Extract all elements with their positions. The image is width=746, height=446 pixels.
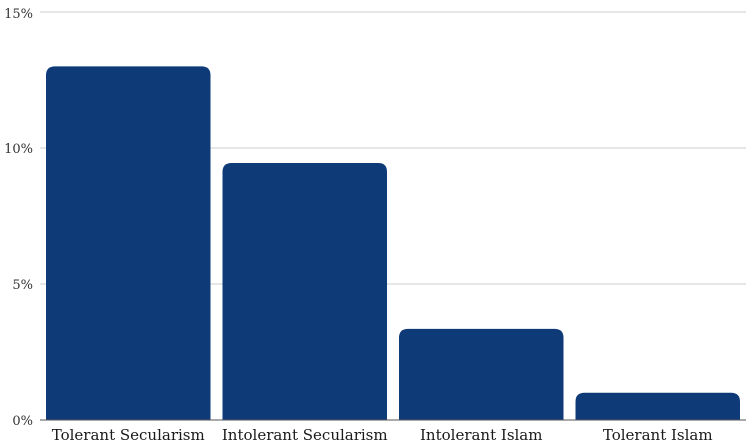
bars xyxy=(46,66,740,421)
bar xyxy=(46,66,211,421)
bar xyxy=(575,392,740,420)
bar xyxy=(399,328,564,420)
x-category-label: Tolerant Secularism xyxy=(52,426,205,444)
y-tick-label: 0% xyxy=(12,414,33,429)
bar xyxy=(222,162,387,420)
y-tick-label: 15% xyxy=(4,7,33,22)
x-category-label: Intolerant Islam xyxy=(420,426,542,444)
y-tick-label: 5% xyxy=(12,278,33,293)
y-axis-ticks: 0% 5% 10% 15% xyxy=(4,7,33,429)
x-category-label: Intolerant Secularism xyxy=(222,426,388,444)
x-category-label: Tolerant Islam xyxy=(603,426,713,444)
y-tick-label: 10% xyxy=(4,142,33,157)
x-axis-labels: Tolerant Secularism Intolerant Secularism… xyxy=(52,426,713,444)
